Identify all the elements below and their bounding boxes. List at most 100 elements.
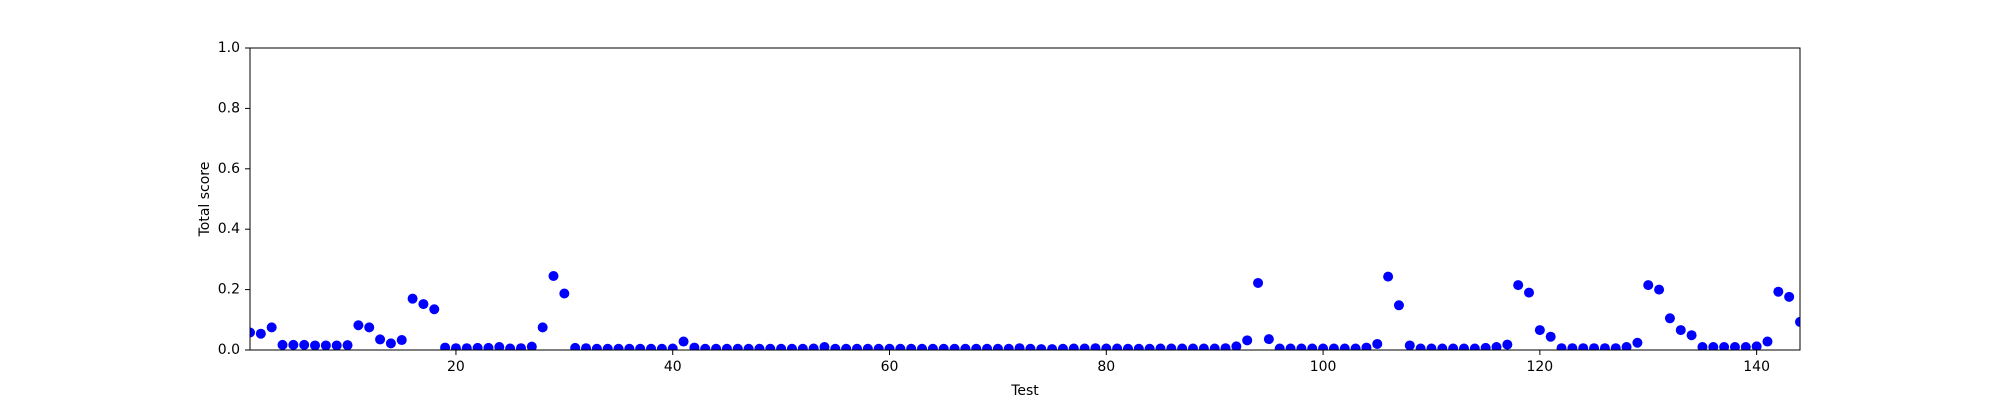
point	[1426, 343, 1437, 350]
point	[1751, 341, 1762, 350]
point	[1307, 343, 1318, 350]
point	[1393, 300, 1404, 311]
point	[1458, 343, 1469, 350]
y-tick-label: 0.2	[218, 282, 240, 298]
point	[830, 343, 841, 350]
point	[1729, 341, 1740, 350]
point	[505, 343, 516, 350]
point	[1556, 343, 1567, 350]
point	[1383, 271, 1394, 282]
point	[1318, 343, 1329, 350]
point	[1697, 341, 1708, 350]
point	[494, 341, 505, 350]
point	[971, 343, 982, 350]
point	[1014, 343, 1025, 350]
point	[277, 339, 288, 350]
point	[1220, 343, 1231, 350]
x-tick-label: 20	[447, 359, 465, 375]
point	[526, 341, 537, 350]
point	[1090, 343, 1101, 350]
point	[1177, 343, 1188, 350]
point	[851, 343, 862, 350]
point	[689, 342, 700, 350]
point	[1643, 280, 1654, 291]
x-tick-label: 40	[664, 359, 682, 375]
point	[635, 343, 646, 350]
point	[786, 343, 797, 350]
point	[884, 343, 895, 350]
point	[700, 343, 711, 350]
point	[721, 343, 732, 350]
point	[1740, 341, 1751, 350]
point	[732, 343, 743, 350]
point	[353, 320, 364, 331]
point	[1708, 341, 1719, 350]
point	[711, 343, 722, 350]
point	[841, 343, 852, 350]
point	[862, 343, 873, 350]
point	[765, 343, 776, 350]
point	[1339, 343, 1350, 350]
point	[407, 293, 418, 304]
x-tick-label: 100	[1310, 359, 1337, 375]
point	[1101, 343, 1112, 350]
x-tick-label: 60	[881, 359, 899, 375]
y-tick-label: 0.0	[218, 342, 240, 358]
y-tick-label: 0.6	[218, 161, 240, 177]
point	[960, 343, 971, 350]
plot-frame	[249, 47, 1801, 351]
plot-area	[250, 271, 1800, 350]
point	[906, 343, 917, 350]
point	[1534, 325, 1545, 336]
point	[1469, 343, 1480, 350]
point	[1784, 291, 1795, 302]
point	[559, 288, 570, 299]
point	[1155, 343, 1166, 350]
point	[1122, 343, 1133, 350]
point	[1632, 337, 1643, 348]
point	[429, 304, 440, 315]
point	[895, 343, 906, 350]
point	[396, 335, 407, 346]
point	[1795, 316, 1800, 327]
point	[255, 328, 266, 339]
point	[1253, 277, 1264, 288]
point	[250, 327, 255, 338]
y-tick-label: 1.0	[218, 40, 240, 56]
point	[808, 343, 819, 350]
point	[548, 271, 559, 282]
point	[1112, 343, 1123, 350]
point	[1491, 341, 1502, 350]
point	[591, 343, 602, 350]
point	[288, 339, 299, 350]
point	[1448, 343, 1459, 350]
point	[364, 322, 375, 333]
point	[602, 343, 613, 350]
point	[949, 343, 960, 350]
point	[819, 341, 830, 350]
point	[1567, 343, 1578, 350]
point	[1589, 343, 1600, 350]
point	[1654, 284, 1665, 295]
point	[1198, 343, 1209, 350]
point	[342, 340, 353, 350]
point	[1480, 342, 1491, 350]
point	[266, 322, 277, 333]
point	[299, 339, 310, 350]
point	[646, 343, 657, 350]
point	[1242, 335, 1253, 346]
point	[982, 343, 993, 350]
point	[385, 338, 396, 349]
point	[917, 343, 928, 350]
point	[1545, 331, 1556, 342]
point	[537, 322, 548, 333]
x-axis-label: Test	[1010, 383, 1039, 399]
point	[1079, 343, 1090, 350]
point	[1296, 343, 1307, 350]
point	[1404, 340, 1415, 350]
point	[450, 343, 461, 350]
point	[1133, 343, 1144, 350]
point	[678, 336, 689, 347]
point	[1524, 287, 1535, 298]
point	[1513, 280, 1524, 291]
